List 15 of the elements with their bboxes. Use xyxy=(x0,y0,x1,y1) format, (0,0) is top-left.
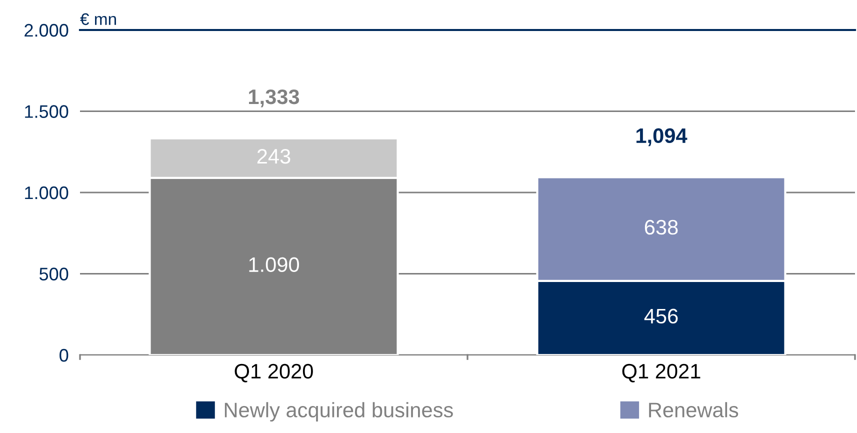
y-tick-label: 2.000 xyxy=(24,24,68,37)
y-tick-label: 0 xyxy=(60,348,68,362)
data-label: 456 xyxy=(644,308,678,324)
data-label: 638 xyxy=(644,220,678,235)
x-tick-label: Q1 2021 xyxy=(622,364,700,382)
y-tick-label: 1.500 xyxy=(25,105,68,118)
legend-label: Newly acquired business xyxy=(224,402,453,422)
annotation: 1,333 xyxy=(248,89,300,108)
data-label: 1.090 xyxy=(249,257,300,272)
x-tick-label: Q1 2020 xyxy=(234,364,313,382)
y-tick-label: 500 xyxy=(39,268,68,280)
y-axis-title: € mn xyxy=(80,13,116,26)
y-tick-label: 1.000 xyxy=(25,186,68,200)
legend-label: Renewals xyxy=(649,402,738,418)
annotation: 1,094 xyxy=(636,128,688,146)
